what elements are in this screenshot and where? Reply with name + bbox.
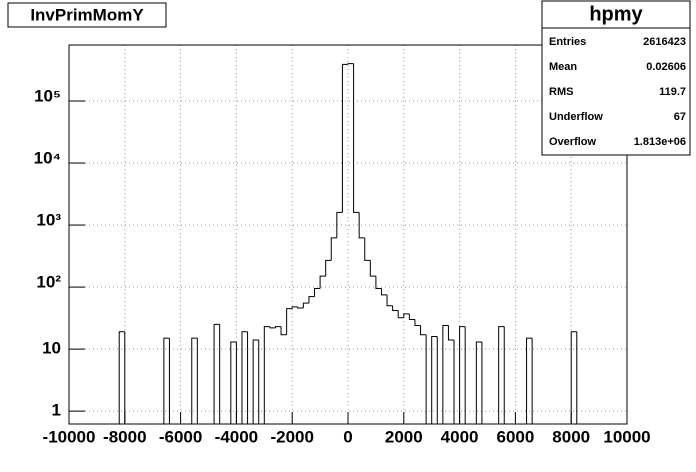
histogram-bin: [453, 340, 460, 425]
histogram-bin: [481, 342, 488, 425]
histogram-bin: [163, 337, 170, 424]
histogram-bin: [269, 326, 276, 329]
histogram-bin: [213, 323, 220, 424]
histogram-bin: [375, 276, 382, 289]
histogram-bin: [347, 63, 354, 65]
stats-label: Mean: [549, 61, 577, 73]
histogram-bin: [403, 313, 410, 318]
histogram-bin: [420, 325, 427, 336]
title-box: [7, 2, 167, 28]
stats-value: 2616423: [643, 36, 686, 48]
histogram-bin: [380, 288, 388, 296]
histogram-bin: [526, 337, 533, 424]
stats-label: Overflow: [549, 136, 597, 148]
histogram-bin: [241, 331, 248, 424]
histogram-bin: [442, 325, 449, 424]
histogram-bin: [364, 237, 371, 261]
histogram-bin: [302, 302, 309, 308]
x-tick-label: -2000: [270, 427, 313, 446]
histogram-bin: [408, 313, 415, 321]
histogram-bin: [576, 331, 583, 425]
histogram-bin: [503, 326, 510, 425]
histogram-bin: [124, 331, 131, 425]
histogram-bin: [291, 306, 298, 309]
histogram-bin: [397, 310, 404, 319]
histogram-bin: [358, 212, 365, 239]
stats-label: Entries: [549, 36, 586, 48]
stats-value: 1.813e+06: [634, 136, 686, 148]
x-tick-label: 0: [343, 427, 352, 446]
stats-value: 0.02606: [646, 61, 686, 73]
histogram-bin: [330, 237, 337, 261]
histogram-bin: [297, 306, 304, 309]
x-tick-label: 4000: [441, 427, 479, 446]
histogram-bin: [252, 339, 259, 424]
histogram-bin: [341, 63, 348, 213]
x-tick-label: -4000: [215, 427, 258, 446]
histogram-bin: [168, 338, 176, 425]
histogram-bin: [475, 341, 482, 424]
x-tick-label: -6000: [159, 427, 202, 446]
y-tick-label: 10³: [36, 211, 61, 230]
histogram-bin: [325, 259, 332, 277]
histogram-bin: [447, 325, 455, 341]
histogram-bin: [431, 335, 438, 424]
x-tick-label: 2000: [385, 427, 423, 446]
histogram-bin: [308, 296, 315, 304]
stats-box: [541, 0, 691, 156]
histogram-bin: [263, 326, 270, 424]
x-tick-label: -8000: [103, 427, 146, 446]
histogram-bin: [392, 305, 399, 311]
histogram-bin: [336, 211, 343, 238]
histogram-bin: [230, 341, 237, 424]
histogram-bin: [369, 260, 376, 277]
x-tick-label: 10000: [603, 427, 650, 446]
y-tick-label: 10²: [36, 273, 61, 292]
histogram-bin: [531, 338, 538, 425]
histogram-bin: [414, 319, 421, 327]
y-tick-label: 1: [52, 401, 61, 420]
histogram-bin: [118, 331, 125, 424]
histogram-bin: [274, 326, 282, 328]
histogram-bin: [196, 338, 203, 425]
y-tick-label: 10⁵: [34, 86, 61, 105]
histogram-bin: [459, 326, 466, 424]
histogram-bin: [219, 324, 226, 425]
stats-value: 67: [674, 111, 686, 123]
histogram-bin: [498, 326, 505, 424]
stats-label: RMS: [549, 86, 573, 98]
histogram-bin: [286, 308, 293, 335]
histogram-bin: [314, 287, 321, 297]
histogram-bin: [464, 326, 471, 425]
y-tick-label: 10: [42, 339, 61, 358]
stats-label: Underflow: [549, 111, 603, 123]
histogram-bin: [570, 331, 577, 424]
histogram-bin: [258, 340, 265, 425]
x-tick-label: 8000: [552, 427, 590, 446]
x-tick-label: -10000: [43, 427, 96, 446]
x-tick-label: 6000: [496, 427, 534, 446]
histogram-bin: [436, 336, 443, 425]
histogram-bin: [191, 337, 198, 424]
chart-title: InvPrimMomY: [30, 5, 144, 24]
histogram-bin: [247, 331, 254, 425]
histogram-bin: [386, 294, 393, 307]
histogram-bin: [235, 342, 242, 425]
histogram-bin: [425, 334, 432, 425]
stats-title: hpmy: [589, 3, 643, 25]
y-tick-label: 10⁴: [34, 149, 61, 168]
histogram-bin: [319, 275, 326, 289]
histogram-bin: [353, 63, 360, 213]
histogram-bin: [280, 326, 287, 336]
stats-value: 119.7: [659, 86, 686, 98]
